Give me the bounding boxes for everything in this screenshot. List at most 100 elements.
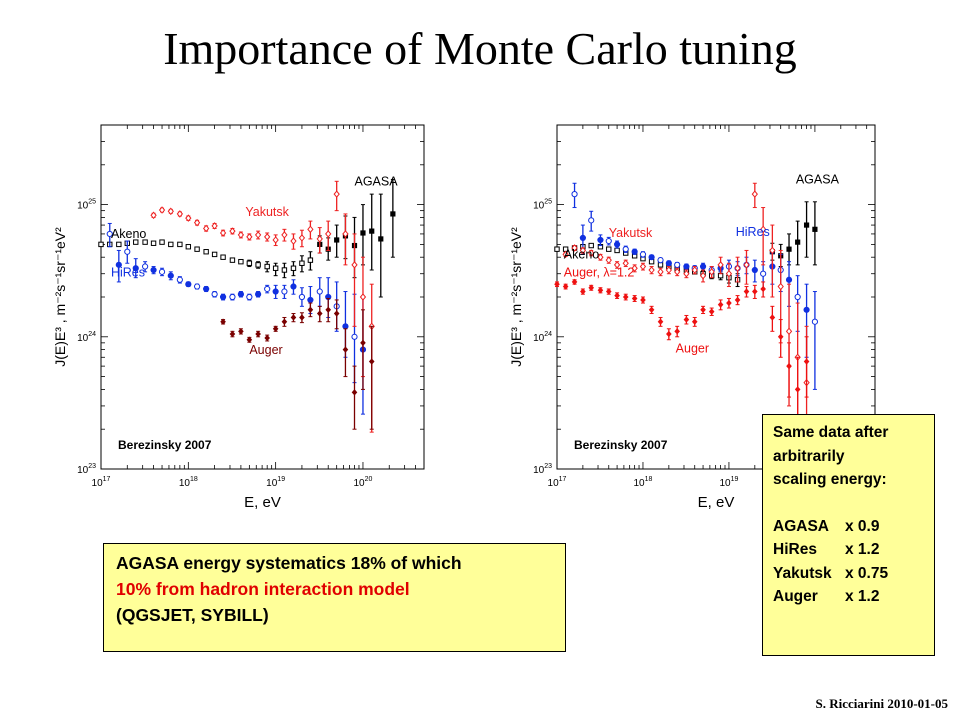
- data-point-auger-1-2: [631, 295, 638, 302]
- x-tick-label: 1017: [92, 476, 111, 489]
- y-tick-exponent: 23: [544, 463, 552, 470]
- data-point-yakutsk: [307, 225, 314, 234]
- scaling-note-header-1: Same data after: [773, 424, 889, 441]
- data-point-hires: [683, 263, 690, 270]
- author-credit: S. Ricciarini 2010-01-05: [815, 696, 948, 711]
- series-label-auger-1-2: Auger, λ=1.2: [564, 266, 635, 280]
- data-point-yakutsk: [657, 268, 664, 276]
- data-point-hires: [203, 285, 210, 293]
- data-point-yakutsk: [325, 230, 332, 238]
- data-point-auger-1-2: [614, 292, 620, 299]
- x-tick-base: 10: [92, 478, 104, 489]
- data-point-akeno: [133, 239, 139, 245]
- y-axis-title: J(E)E³ , m⁻²s⁻¹sr⁻¹eV²: [52, 227, 68, 367]
- data-point-yakutsk: [760, 225, 767, 234]
- data-point-auger-1-2: [717, 301, 724, 308]
- data-point-auger: [264, 334, 270, 342]
- data-point-auger-1-2: [794, 386, 801, 393]
- series-label-auger: Auger: [676, 342, 709, 356]
- data-point-hires: [290, 283, 297, 290]
- data-point-agasa: [334, 237, 340, 243]
- data-point-akeno: [255, 262, 261, 268]
- data-point-akeno: [614, 247, 620, 254]
- data-point-hires: [307, 296, 314, 304]
- x-tick-base: 10: [354, 478, 366, 489]
- data-point-hires: [657, 257, 664, 264]
- data-point-hires: [751, 266, 758, 274]
- scaling-note-header-3: scaling energy:: [773, 471, 887, 488]
- data-point-hires: [665, 260, 672, 267]
- scaling-row-name: HiRes: [773, 541, 817, 558]
- data-point-yakutsk: [167, 207, 174, 216]
- x-tick-exponent: 18: [190, 476, 198, 483]
- y-tick-label: 1025: [533, 199, 552, 212]
- data-point-agasa: [786, 246, 792, 252]
- scaling-row-name: Auger: [773, 588, 818, 605]
- data-point-hires: [185, 281, 192, 288]
- series-label-agasa: AGASA: [355, 174, 399, 188]
- data-point-yakutsk: [613, 261, 621, 269]
- data-point-auger: [333, 310, 340, 317]
- x-tick-label: 1018: [634, 476, 653, 489]
- data-point-agasa: [378, 236, 384, 242]
- data-point-hires: [760, 270, 767, 277]
- data-point-akeno: [116, 241, 122, 248]
- data-point-hires: [176, 276, 183, 283]
- y-tick-base: 10: [77, 201, 89, 212]
- data-point-yakutsk: [298, 234, 306, 242]
- data-point-yakutsk: [359, 293, 367, 301]
- data-point-hires: [167, 272, 174, 279]
- data-point-yakutsk: [150, 211, 157, 220]
- data-point-auger-1-2: [786, 362, 792, 370]
- data-point-hires: [193, 283, 201, 290]
- data-point-yakutsk: [605, 256, 612, 264]
- data-point-auger-1-2: [648, 306, 655, 314]
- data-point-hires: [613, 241, 621, 248]
- y-tick-base: 10: [77, 333, 89, 344]
- data-point-auger-1-2: [657, 318, 664, 325]
- data-point-yakutsk: [691, 266, 698, 274]
- x-tick-base: 10: [719, 478, 731, 489]
- data-point-auger: [351, 389, 358, 396]
- y-tick-label: 1023: [533, 463, 552, 476]
- x-tick-exponent: 19: [277, 476, 285, 483]
- data-point-yakutsk: [246, 233, 253, 241]
- data-point-hires: [237, 291, 244, 298]
- data-point-akeno: [246, 260, 253, 266]
- data-point-yakutsk: [743, 261, 750, 269]
- data-point-auger-1-2: [683, 316, 690, 323]
- scaling-note-header-2: arbitrarily: [773, 447, 845, 465]
- x-tick-base: 10: [266, 478, 278, 489]
- data-point-yakutsk: [272, 236, 279, 244]
- data-point-yakutsk: [734, 264, 741, 273]
- data-point-akeno: [211, 251, 218, 258]
- data-point-yakutsk: [202, 224, 210, 233]
- y-tick-base: 10: [533, 333, 545, 344]
- data-point-auger-1-2: [726, 299, 732, 307]
- series-label-yakutsk: Yakutsk: [245, 205, 289, 219]
- data-point-yakutsk: [229, 227, 236, 235]
- scaling-row-agasa: AGASA x 0.9: [773, 515, 924, 539]
- data-point-akeno: [229, 257, 236, 263]
- x-tick-label: 1018: [179, 476, 198, 489]
- data-point-hires: [272, 288, 279, 295]
- x-axis-title: E, eV: [244, 494, 281, 511]
- data-point-hires: [142, 263, 149, 270]
- data-point-akeno: [606, 246, 612, 252]
- data-point-yakutsk: [579, 246, 587, 255]
- scaling-row-factor: x 0.75: [845, 564, 889, 582]
- data-point-auger-1-2: [777, 333, 784, 340]
- data-point-yakutsk: [176, 210, 184, 218]
- data-point-hires: [571, 191, 578, 198]
- data-point-yakutsk: [185, 214, 192, 222]
- data-point-auger: [238, 328, 244, 335]
- data-point-yakutsk: [588, 249, 595, 257]
- data-point-akeno: [588, 242, 594, 249]
- data-point-hires: [316, 288, 323, 295]
- data-point-akeno: [150, 240, 157, 246]
- data-point-hires: [597, 236, 604, 244]
- series-label-akeno: Akeno: [564, 248, 599, 262]
- data-point-auger: [229, 330, 236, 338]
- data-point-auger-1-2: [588, 284, 595, 291]
- data-point-yakutsk: [665, 266, 672, 274]
